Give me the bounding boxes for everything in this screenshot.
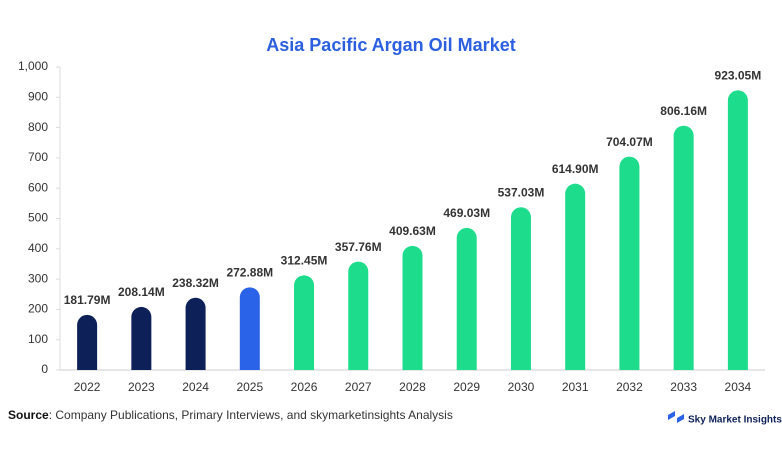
y-tick-label: 1,000 <box>18 59 48 73</box>
y-tick-label: 400 <box>28 241 48 255</box>
x-tick-label: 2029 <box>453 380 480 394</box>
value-label: 357.76M <box>335 240 382 254</box>
bar <box>402 245 423 370</box>
y-tick-label: 800 <box>28 120 48 134</box>
source-label: Source <box>8 408 49 422</box>
x-tick-label: 2032 <box>616 380 643 394</box>
bar <box>727 90 748 370</box>
x-tick-label: 2024 <box>182 380 209 394</box>
value-label: 537.03M <box>498 185 545 199</box>
x-tick-label: 2028 <box>399 380 426 394</box>
value-label: 923.05M <box>715 68 762 82</box>
bar <box>185 297 206 370</box>
y-tick-label: 0 <box>41 362 48 376</box>
x-tick-label: 2027 <box>345 380 372 394</box>
y-tick-label: 500 <box>28 211 48 225</box>
y-tick-label: 600 <box>28 180 48 194</box>
value-label: 614.90M <box>552 162 599 176</box>
y-tick-label: 200 <box>28 302 48 316</box>
x-tick-label: 2023 <box>128 380 155 394</box>
source: Source: Company Publications, Primary In… <box>8 408 453 422</box>
bar <box>510 207 531 370</box>
x-tick-label: 2031 <box>562 380 589 394</box>
bar <box>294 275 315 370</box>
value-label: 312.45M <box>281 253 328 267</box>
bar <box>77 314 98 370</box>
value-label: 469.03M <box>443 206 490 220</box>
source-text: : Company Publications, Primary Intervie… <box>49 408 453 422</box>
y-tick-label: 900 <box>28 89 48 103</box>
value-label: 409.63M <box>389 224 436 238</box>
bar <box>456 227 477 370</box>
bar <box>565 183 586 370</box>
x-tick-label: 2030 <box>508 380 535 394</box>
bar <box>673 125 694 370</box>
bar <box>131 306 152 370</box>
brand-name: Sky Market Insights <box>688 415 782 426</box>
y-tick-label: 300 <box>28 271 48 285</box>
x-tick-label: 2033 <box>670 380 697 394</box>
bar <box>619 156 640 370</box>
value-label: 181.79M <box>64 293 111 307</box>
y-tick-label: 100 <box>28 332 48 346</box>
chart-title: Asia Pacific Argan Oil Market <box>266 35 515 55</box>
brand-logo: Sky Market Insights <box>668 411 782 426</box>
bar <box>239 287 260 370</box>
x-tick-label: 2022 <box>74 380 101 394</box>
x-tick-label: 2025 <box>236 380 263 394</box>
value-label: 272.88M <box>226 265 273 279</box>
brand-icon <box>668 411 684 423</box>
value-label: 238.32M <box>172 276 219 290</box>
x-tick-label: 2034 <box>725 380 752 394</box>
bar <box>348 261 369 370</box>
value-label: 208.14M <box>118 285 165 299</box>
value-label: 806.16M <box>660 104 707 118</box>
value-label: 704.07M <box>606 135 653 149</box>
y-tick-label: 700 <box>28 150 48 164</box>
x-tick-label: 2026 <box>291 380 318 394</box>
